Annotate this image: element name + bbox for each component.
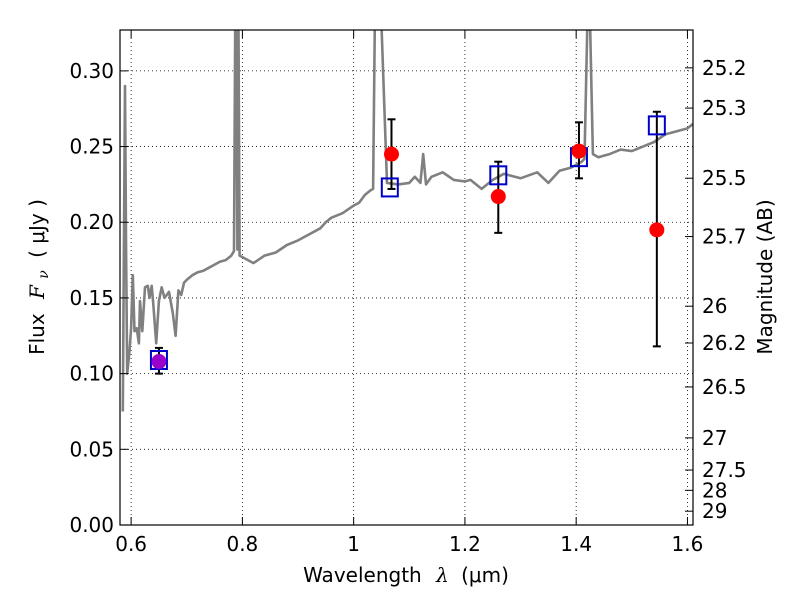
magnitude-tick-label: 25.7: [702, 225, 747, 249]
observation-point: [151, 354, 167, 370]
magnitude-tick-label: 27: [702, 426, 727, 450]
model-point: [380, 177, 399, 198]
y-axis-label-subscript: ν: [36, 270, 52, 279]
x-tick-label: 1: [347, 532, 360, 556]
x-axis: 0.6 0.8 1 1.2 1.4 1.6: [115, 30, 703, 556]
y-tick-label: 0.15: [69, 286, 114, 310]
model-point: [489, 165, 508, 186]
observation-point: [383, 146, 399, 162]
x-axis-label-symbol: λ: [435, 563, 449, 587]
y-tick-label: 0.10: [69, 362, 114, 386]
observation-point: [649, 222, 665, 238]
x-axis-label-text: Wavelength: [303, 563, 422, 587]
y-axis-label-symbol: F: [25, 284, 49, 300]
magnitude-tick-label: 26.5: [702, 375, 747, 399]
y-axis-label-text: Flux: [25, 313, 49, 355]
magnitude-tick-label: 29: [702, 499, 727, 523]
x-tick-label: 0.8: [226, 532, 258, 556]
y-axis-label-unit: ( μJy ): [25, 199, 49, 258]
y-axis: 0.00 0.05 0.10 0.15 0.20 0.25 0.30: [69, 59, 128, 537]
plot-frame: [119, 29, 694, 526]
y-tick-label: 0.25: [69, 135, 114, 159]
x-tick-label: 1.4: [560, 532, 592, 556]
observation-point: [490, 189, 506, 205]
x-tick-label: 1.6: [672, 532, 704, 556]
magnitude-tick-label: 25.5: [702, 166, 747, 190]
y-tick-label: 0.05: [69, 437, 114, 461]
model-point: [647, 115, 666, 136]
y-tick-label: 0.30: [69, 59, 114, 83]
x-tick-label: 1.2: [449, 532, 481, 556]
y-tick-label: 0.20: [69, 210, 114, 234]
magnitude-tick-label: 25.3: [702, 96, 747, 120]
x-axis-label: Wavelength λ (μm): [303, 563, 509, 587]
x-tick-label: 0.6: [115, 532, 147, 556]
x-axis-label-unit: (μm): [461, 563, 509, 587]
plot-area: [121, 30, 693, 412]
grid: [120, 30, 693, 526]
magnitude-tick-label: 26.2: [702, 331, 747, 355]
magnitude-tick-label: 28: [702, 478, 727, 502]
magnitude-tick-label: 25.2: [702, 56, 747, 80]
y-tick-label: 0.00: [69, 513, 114, 537]
observation-point: [571, 143, 587, 159]
magnitude-axis-label: Magnitude (AB): [753, 199, 777, 354]
y-axis-label: Flux F ν ( μJy ): [25, 199, 53, 355]
magnitude-tick-label: 26: [702, 294, 727, 318]
magnitude-tick-label: 27.5: [702, 458, 747, 482]
